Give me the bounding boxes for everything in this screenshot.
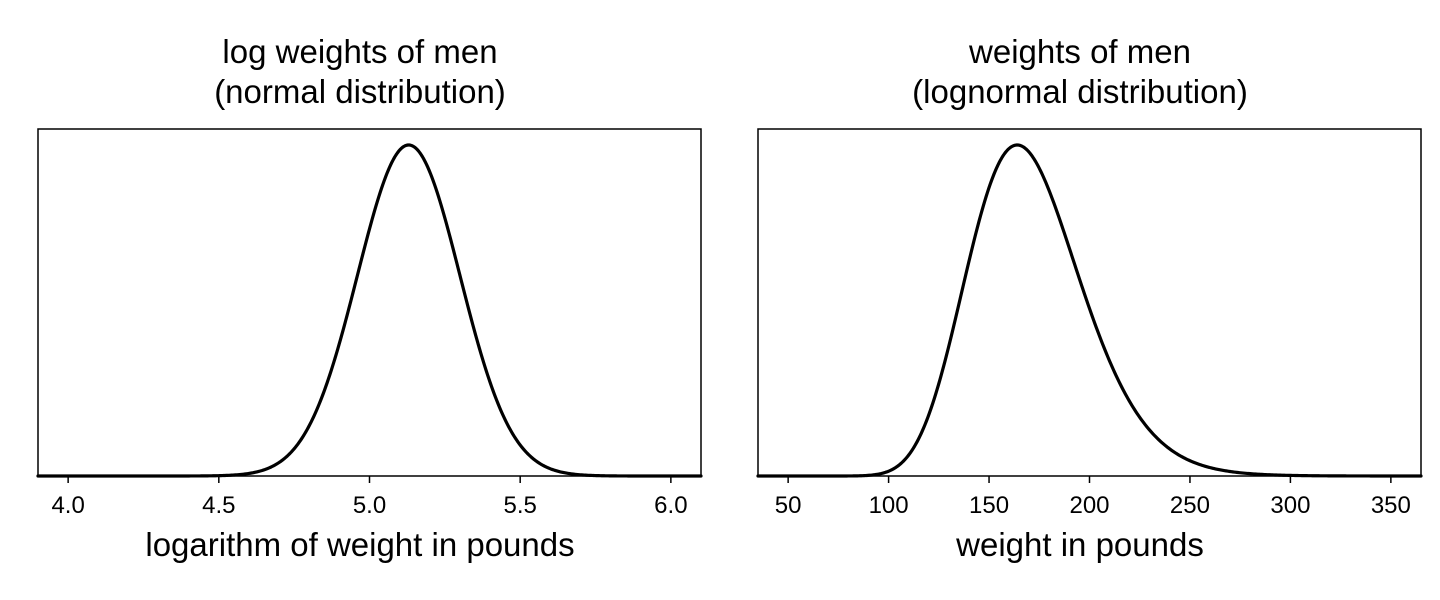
right-x-tick-label: 100: [869, 492, 909, 519]
left-x-tick-label: 4.5: [202, 492, 235, 519]
left-density-curve: [36, 143, 703, 478]
left-chart-plot: 4.0 4.5 5.0 5.5 6.0: [36, 128, 703, 519]
right-plot-frame: [757, 128, 1422, 477]
right-x-tick-label: 300: [1270, 492, 1310, 519]
left-plot-frame: [37, 128, 702, 477]
right-x-tick-label: 150: [969, 492, 1009, 519]
right-x-tick-label: 250: [1170, 492, 1210, 519]
left-x-tick-label: 4.0: [51, 492, 84, 519]
right-x-tick-label: 50: [775, 492, 802, 519]
left-x-tick-label: 6.0: [654, 492, 687, 519]
right-x-tick-label: 350: [1371, 492, 1411, 519]
right-chart-x-axis-label: weight in pounds: [956, 526, 1204, 563]
left-chart-x-axis-label: logarithm of weight in pounds: [145, 526, 575, 563]
right-chart-panel: weights of men (lognormal distribution) …: [720, 0, 1440, 600]
left-chart-title-line-1: log weights of men: [222, 33, 498, 70]
right-x-tick-label: 200: [1069, 492, 1109, 519]
left-x-tick-label: 5.5: [503, 492, 536, 519]
left-x-tick-label: 5.0: [353, 492, 386, 519]
left-chart-panel: log weights of men (normal distribution)…: [36, 33, 703, 563]
right-density-curve: [756, 143, 1423, 478]
right-chart-title-line-1: weights of men: [969, 33, 1191, 70]
right-chart-plot: 50 100 150 200 250 300 350: [756, 128, 1423, 519]
right-chart-title-line-2: (lognormal distribution): [912, 73, 1248, 110]
left-chart-title-line-2: (normal distribution): [214, 73, 506, 110]
